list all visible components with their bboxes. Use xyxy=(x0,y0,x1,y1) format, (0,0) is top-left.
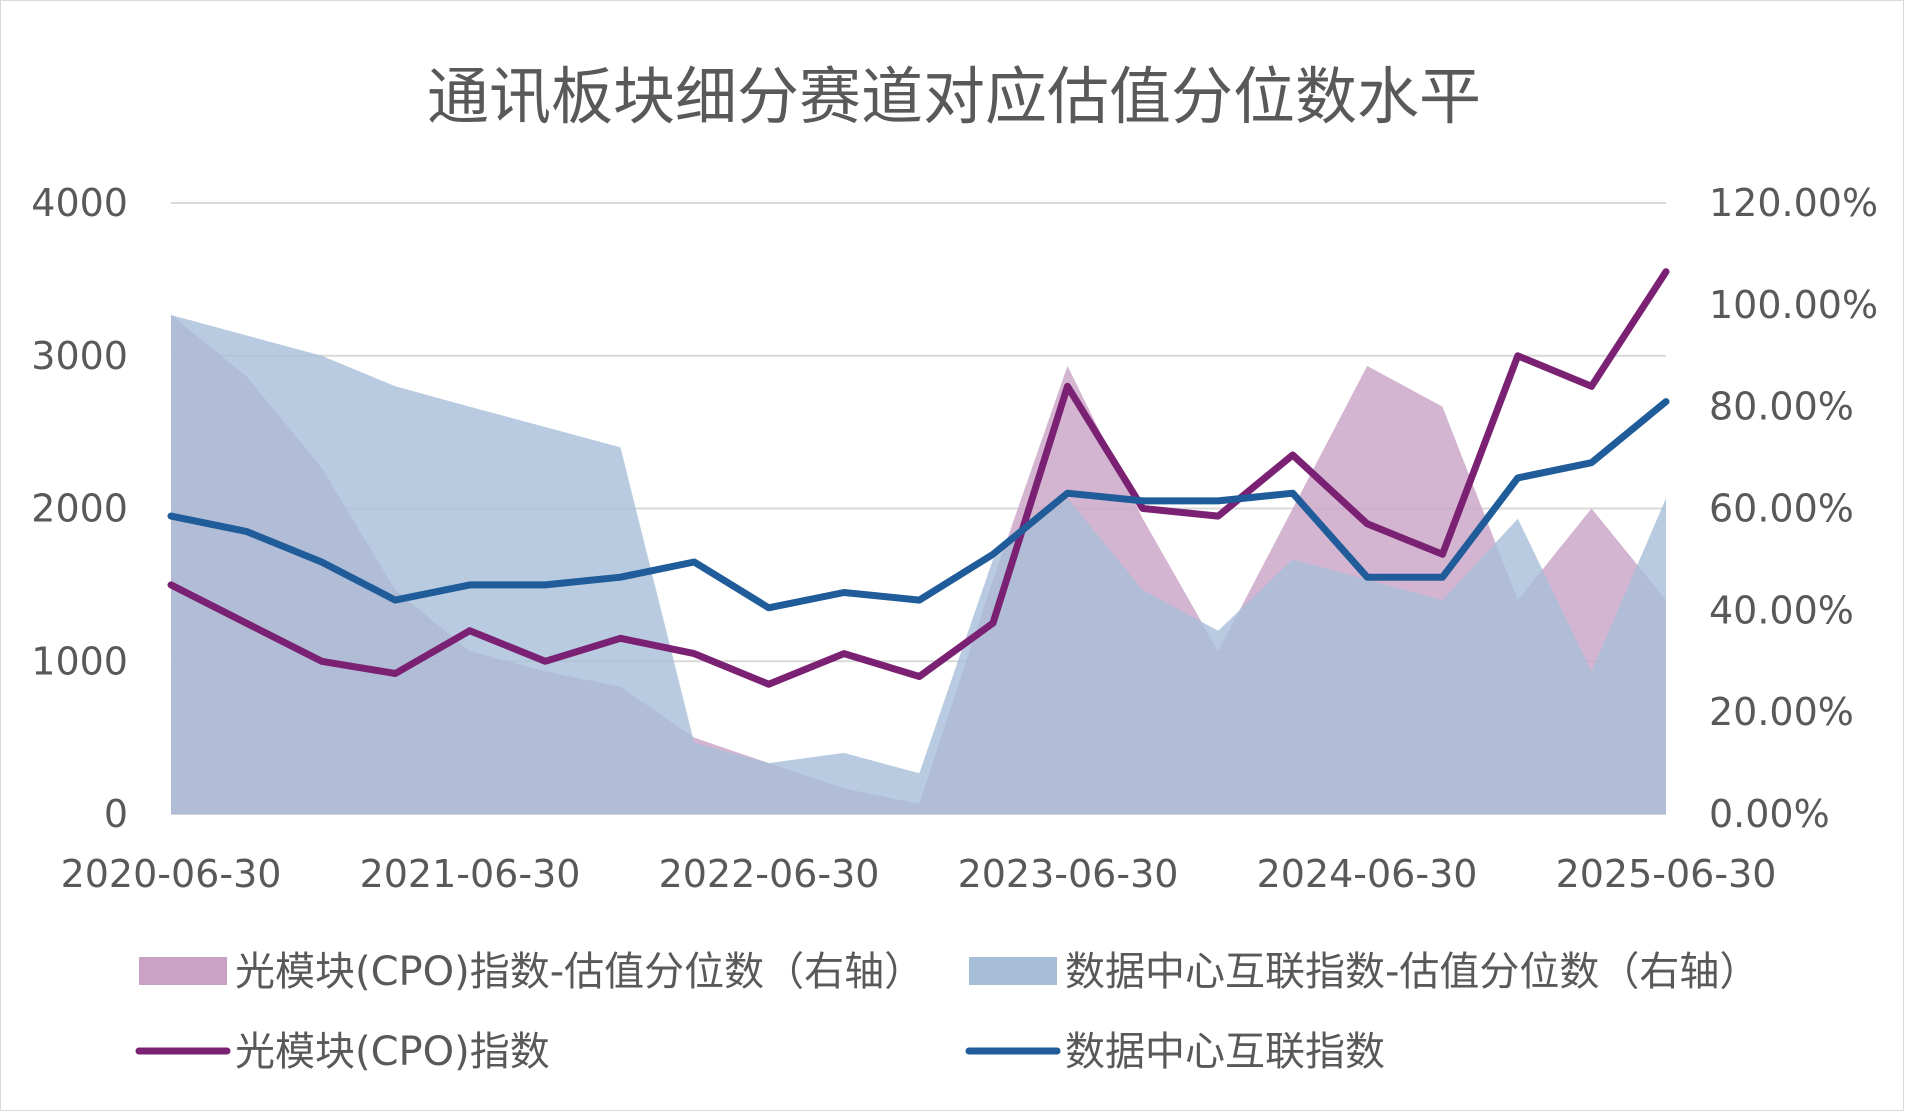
legend: 光模块(CPO)指数-估值分位数（右轴） 数据中心互联指数-估值分位数（右轴） 光模… xyxy=(135,949,1759,1075)
right-y-tick-label: 20.00% xyxy=(1709,690,1854,734)
legend-swatch xyxy=(139,957,227,985)
axes: 0 1000 2000 3000 4000 0.00% 20.00% 40.00% 60.00%… xyxy=(31,181,1878,896)
right-y-tick-label: 60.00% xyxy=(1709,487,1854,531)
legend-label: 光模块(CPO)指数 xyxy=(235,1029,550,1075)
x-tick-label: 2025-06-30 xyxy=(1556,852,1777,896)
x-tick-label: 2023-06-30 xyxy=(958,852,1179,896)
legend-label: 光模块(CPO)指数-估值分位数（右轴） xyxy=(235,949,924,995)
right-y-tick-label: 80.00% xyxy=(1709,385,1854,429)
x-tick-label: 2020-06-30 xyxy=(61,852,282,896)
x-tick-label: 2024-06-30 xyxy=(1257,852,1478,896)
line-series-3 xyxy=(167,268,1670,688)
area-series-group xyxy=(171,315,1666,814)
legend-label: 数据中心互联指数-估值分位数（右轴） xyxy=(1065,949,1759,995)
area-series-2 xyxy=(171,315,1666,814)
right-y-tick-label: 0.00% xyxy=(1709,792,1830,836)
chart-title: 通讯板块细分赛道对应估值分位数水平 xyxy=(427,60,1481,133)
line-series-4 xyxy=(167,398,1670,612)
legend-label: 数据中心互联指数 xyxy=(1065,1029,1385,1075)
left-y-tick-label: 2000 xyxy=(31,487,128,531)
right-y-tick-label: 120.00% xyxy=(1709,181,1878,225)
x-tick-label: 2021-06-30 xyxy=(360,852,581,896)
left-y-tick-label: 1000 xyxy=(31,639,128,683)
x-tick-label: 2022-06-30 xyxy=(659,852,880,896)
line-series-group xyxy=(167,268,1670,688)
right-y-tick-label: 40.00% xyxy=(1709,588,1854,632)
legend-swatch xyxy=(969,957,1057,985)
left-y-tick-label: 3000 xyxy=(31,334,128,378)
left-y-tick-label: 4000 xyxy=(31,181,128,225)
right-y-tick-label: 100.00% xyxy=(1709,283,1878,327)
left-y-tick-label: 0 xyxy=(104,792,128,836)
